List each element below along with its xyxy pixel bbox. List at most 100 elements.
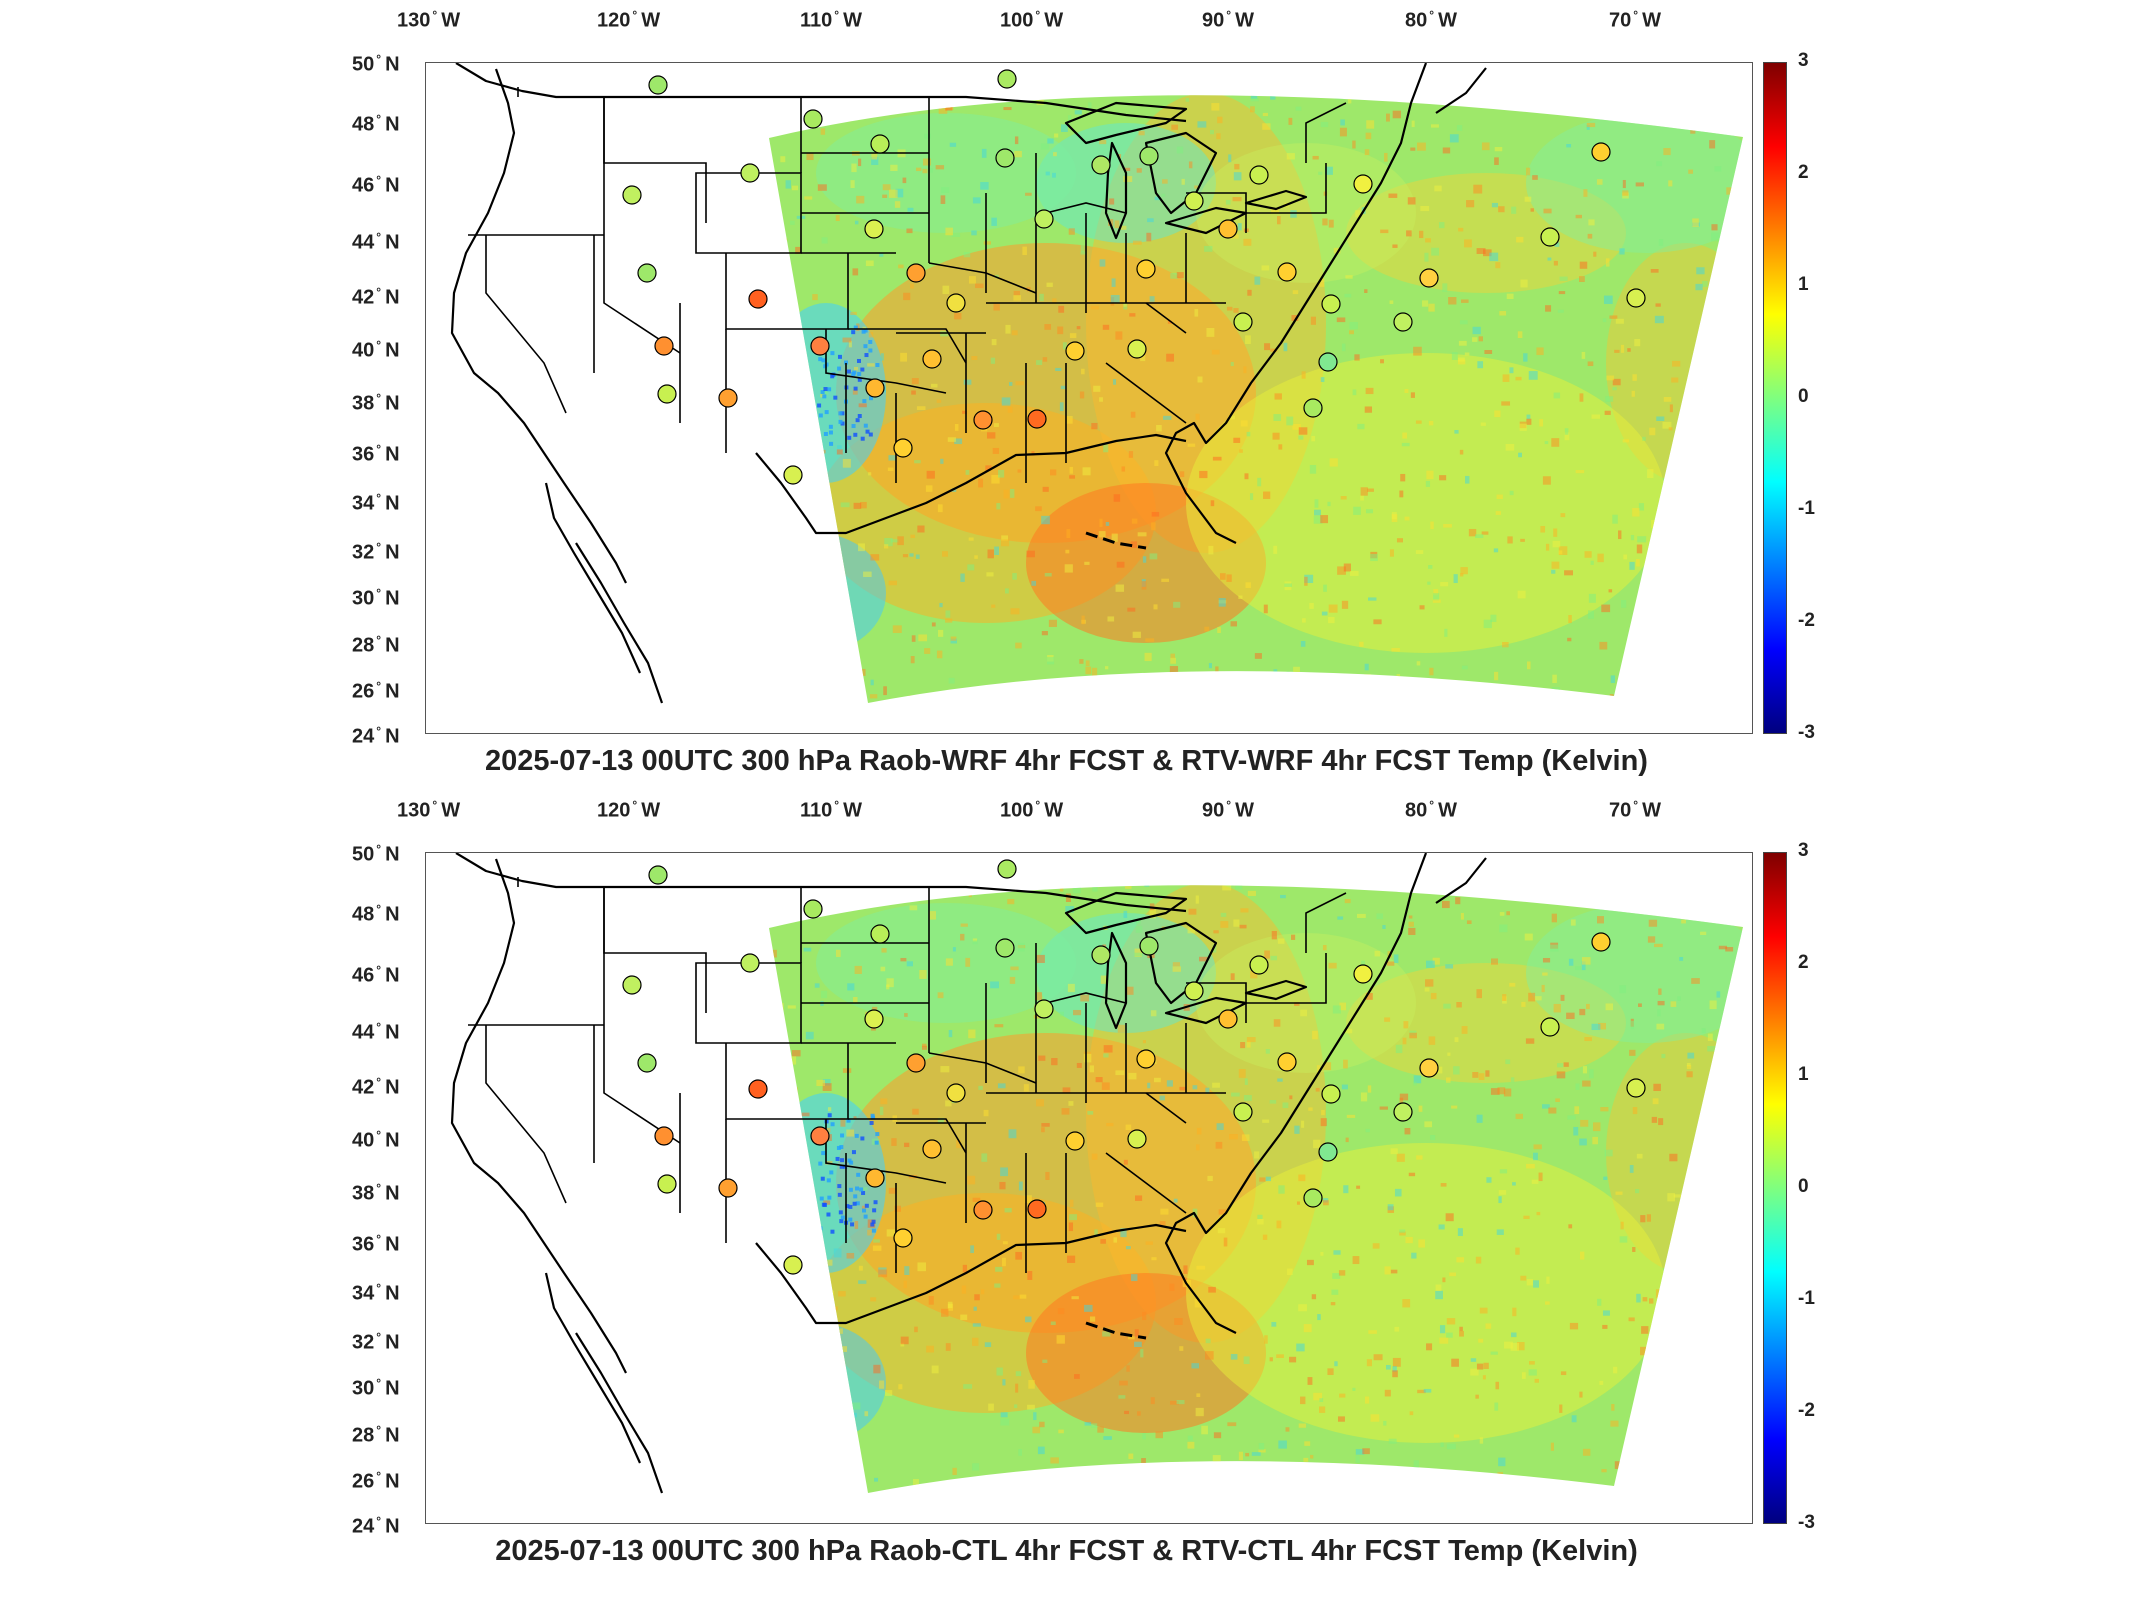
raob-station-marker [865, 378, 885, 398]
lon-tick-label: 80 ° W [1405, 8, 1457, 32]
lat-tick-label: 30 ° N [352, 1376, 400, 1400]
lon-tick-label: 70 ° W [1609, 798, 1661, 822]
colorbar-tick-label: 2 [1798, 162, 1809, 183]
lat-tick-label: 46 ° N [352, 963, 400, 987]
raob-station-marker [997, 69, 1017, 89]
raob-station-marker [1540, 227, 1560, 247]
map-canvas [450, 853, 1743, 1494]
raob-station-marker [1393, 312, 1413, 332]
raob-station-marker [870, 134, 890, 154]
raob-station-marker [922, 349, 942, 369]
colorbar [1763, 852, 1787, 1524]
map-frame [425, 62, 1753, 734]
raob-station-marker [654, 1126, 674, 1146]
raob-station-marker [1393, 1102, 1413, 1122]
map-panel-wrf: 130 ° W 120 ° W 110 ° W 100 ° W 90 ° W 80 ° W 70 ° W 50 ° N 48 °… [0, 0, 2133, 790]
lat-tick-label: 34 ° N [352, 1281, 400, 1305]
raob-station-marker [1303, 398, 1323, 418]
raob-station-marker [1091, 945, 1111, 965]
map-title: 2025-07-13 00UTC 300 hPa Raob-WRF 4hr FC… [485, 745, 1648, 777]
raob-station-marker [922, 1139, 942, 1159]
raob-station-marker [1353, 174, 1373, 194]
raob-station-marker [1136, 1049, 1156, 1069]
raob-station-marker [973, 1200, 993, 1220]
raob-station-marker [1249, 165, 1269, 185]
raob-station-marker [906, 1053, 926, 1073]
lat-tick-label: 28 ° N [352, 633, 400, 657]
raob-station-marker [1091, 155, 1111, 175]
lat-tick-label: 36 ° N [352, 442, 400, 466]
raob-station-marker [1321, 294, 1341, 314]
colorbar-tick-label: 3 [1798, 840, 1809, 861]
lat-tick-label: 48 ° N [352, 902, 400, 926]
raob-station-marker [1218, 219, 1238, 239]
lat-tick-label: 32 ° N [352, 540, 400, 564]
raob-station-marker [740, 953, 760, 973]
lon-tick-label: 110 ° W [800, 8, 862, 32]
raob-station-marker [718, 1178, 738, 1198]
colorbar-tick-label: -2 [1798, 1400, 1815, 1421]
colorbar [1763, 62, 1787, 734]
raob-station-marker [748, 1079, 768, 1099]
raob-station-marker [997, 859, 1017, 879]
colorbar-tick-label: 0 [1798, 386, 1809, 407]
raob-station-marker [1249, 955, 1269, 975]
lon-tick-label: 120 ° W [597, 8, 661, 32]
raob-station-marker [740, 163, 760, 183]
raob-station-marker [718, 388, 738, 408]
raob-station-marker [1139, 936, 1159, 956]
raob-station-marker [1303, 1188, 1323, 1208]
raob-station-marker [864, 1009, 884, 1029]
raob-station-marker [1277, 262, 1297, 282]
raob-station-marker [1591, 142, 1611, 162]
raob-station-marker [1065, 341, 1085, 361]
raob-station-marker [893, 1228, 913, 1248]
raob-station-marker [1591, 932, 1611, 952]
raob-station-marker [810, 336, 830, 356]
raob-station-marker [1540, 1017, 1560, 1037]
raob-station-marker [1353, 964, 1373, 984]
raob-station-marker [1233, 1102, 1253, 1122]
lat-tick-label: 40 ° N [352, 338, 400, 362]
colorbar-tick-label: -3 [1798, 722, 1815, 743]
lon-tick-label: 100 ° W [1000, 8, 1064, 32]
raob-station-marker [803, 899, 823, 919]
colorbar-tick-label: 3 [1798, 50, 1809, 71]
raob-station-marker [1027, 409, 1047, 429]
raob-station-marker [1218, 1009, 1238, 1029]
raob-station-marker [1127, 339, 1147, 359]
raob-station-marker [657, 384, 677, 404]
map-title: 2025-07-13 00UTC 300 hPa Raob-CTL 4hr FC… [495, 1535, 1638, 1567]
colorbar-tick-label: 0 [1798, 1176, 1809, 1197]
lat-tick-label: 32 ° N [352, 1330, 400, 1354]
lat-tick-label: 26 ° N [352, 1469, 400, 1493]
raob-station-marker [1034, 999, 1054, 1019]
lat-tick-label: 44 ° N [352, 1020, 400, 1044]
lon-tick-label: 130 ° W [397, 798, 461, 822]
raob-station-marker [1321, 1084, 1341, 1104]
lat-tick-label: 38 ° N [352, 391, 400, 415]
raob-station-marker [1136, 259, 1156, 279]
raob-station-marker [1419, 268, 1439, 288]
raob-station-marker [870, 924, 890, 944]
raob-station-marker [893, 438, 913, 458]
raob-station-marker [1419, 1058, 1439, 1078]
raob-station-marker [1626, 1078, 1646, 1098]
raob-station-marker [1027, 1199, 1047, 1219]
raob-station-marker [1233, 312, 1253, 332]
raob-station-marker [1184, 191, 1204, 211]
colorbar-tick-label: -2 [1798, 610, 1815, 631]
lon-tick-label: 80 ° W [1405, 798, 1457, 822]
raob-station-marker [1277, 1052, 1297, 1072]
raob-station-marker [648, 865, 668, 885]
lat-tick-label: 28 ° N [352, 1423, 400, 1447]
lat-tick-label: 46 ° N [352, 173, 400, 197]
lat-tick-label: 40 ° N [352, 1128, 400, 1152]
map-canvas [450, 63, 1743, 704]
lat-tick-label: 24 ° N [352, 724, 400, 748]
raob-station-marker [973, 410, 993, 430]
lon-tick-label: 100 ° W [1000, 798, 1064, 822]
lon-tick-label: 90 ° W [1202, 8, 1254, 32]
raob-station-marker [783, 465, 803, 485]
lat-tick-label: 50 ° N [352, 842, 400, 866]
